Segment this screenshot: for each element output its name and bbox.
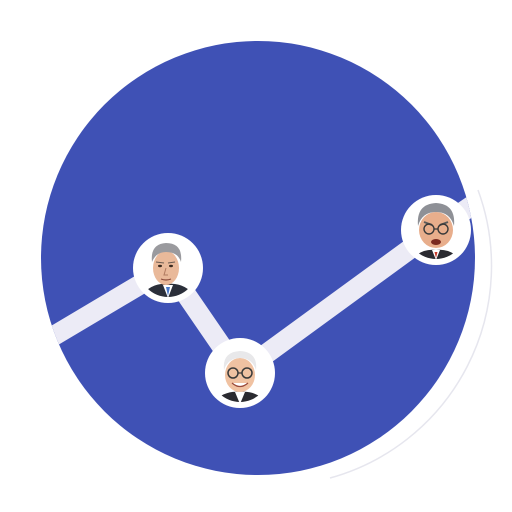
caricature-man-glasses-white-hair-icon <box>211 344 269 402</box>
outer-ring-arc <box>329 189 493 479</box>
avatar-investor-2 <box>205 338 275 408</box>
avatar-investor-3 <box>401 195 471 265</box>
avatar-investor-1 <box>133 233 203 303</box>
caricature-man-frowning-glasses-icon <box>407 201 465 259</box>
background-circle <box>41 41 475 475</box>
